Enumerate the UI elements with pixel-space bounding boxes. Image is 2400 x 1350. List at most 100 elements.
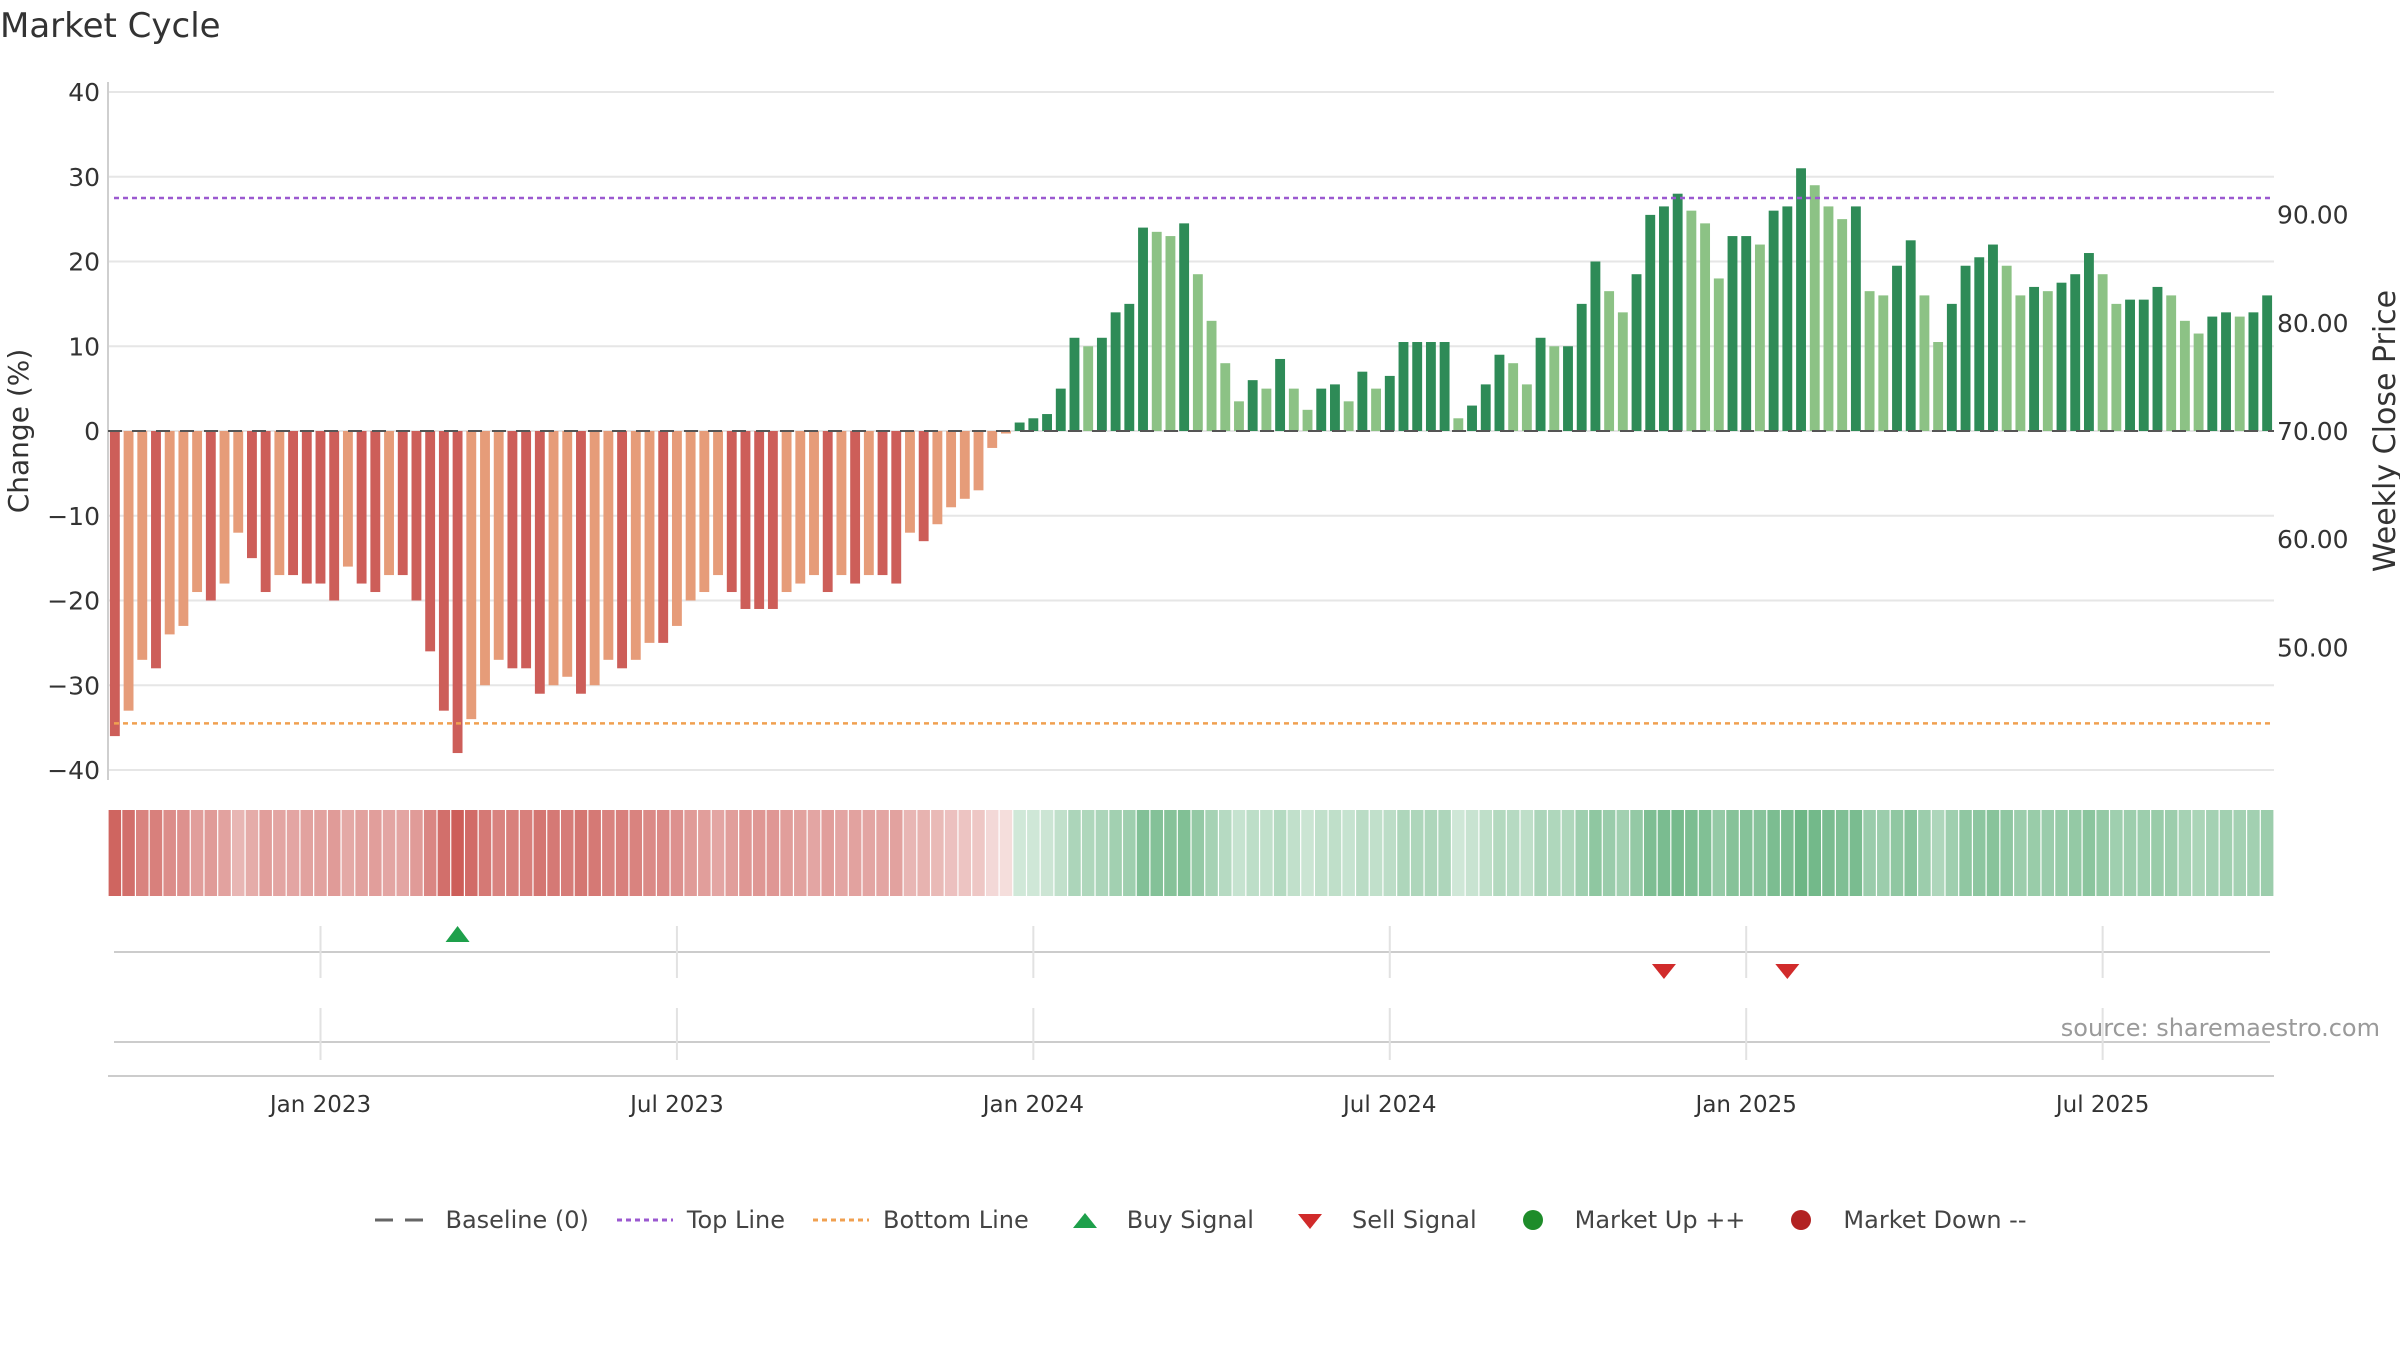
bar bbox=[1549, 346, 1560, 431]
legend-label: Market Up ++ bbox=[1574, 1206, 1746, 1234]
bar bbox=[671, 431, 682, 626]
bar bbox=[2015, 295, 2026, 431]
bar bbox=[1083, 346, 1094, 431]
heat-cell bbox=[1424, 810, 1438, 896]
y-tick-label: −40 bbox=[47, 756, 100, 785]
heat-cell bbox=[985, 810, 999, 896]
heat-cell bbox=[1657, 810, 1671, 896]
bar bbox=[1028, 418, 1039, 431]
bar bbox=[2248, 312, 2259, 431]
bar bbox=[603, 431, 614, 660]
bar bbox=[685, 431, 696, 601]
legend-item[interactable]: Bottom Line bbox=[811, 1206, 1029, 1234]
heat-cell bbox=[1739, 810, 1753, 896]
bar bbox=[315, 431, 326, 584]
bar bbox=[822, 431, 833, 593]
heat-cell bbox=[245, 810, 259, 896]
bar bbox=[1892, 265, 1902, 431]
heat-cell bbox=[1904, 810, 1917, 896]
bar bbox=[781, 431, 792, 593]
heat-cell bbox=[396, 810, 409, 896]
heat-cell bbox=[1986, 810, 2000, 896]
heat-cell bbox=[2206, 810, 2219, 896]
legend-label: Top Line bbox=[686, 1206, 786, 1234]
heat-cell bbox=[1548, 810, 1561, 896]
heat-cell bbox=[890, 810, 903, 896]
heat-cell bbox=[2123, 810, 2137, 896]
bar bbox=[534, 431, 545, 694]
legend-label: Baseline (0) bbox=[445, 1206, 589, 1234]
heat-cell bbox=[1959, 810, 1972, 896]
heat-cell bbox=[560, 810, 574, 896]
heat-cell bbox=[903, 810, 917, 896]
heat-cell bbox=[369, 810, 382, 896]
x-tick-label: Jan 2025 bbox=[1694, 1092, 1797, 1118]
bar bbox=[863, 431, 874, 576]
heat-cell bbox=[1863, 810, 1876, 896]
bar bbox=[1412, 342, 1423, 431]
bar bbox=[740, 431, 751, 609]
bar bbox=[1234, 401, 1244, 431]
heat-cell bbox=[1726, 810, 1739, 896]
heat-cell bbox=[917, 810, 930, 896]
bar bbox=[151, 431, 161, 669]
heat-cell bbox=[1287, 810, 1301, 896]
legend-item[interactable]: Baseline (0) bbox=[373, 1206, 589, 1234]
heat-cell bbox=[2137, 810, 2151, 896]
legend-item[interactable]: Market Down -- bbox=[1771, 1206, 2027, 1234]
heat-cell bbox=[1027, 810, 1040, 896]
y2-tick-label: 50.00 bbox=[2277, 633, 2349, 662]
bar bbox=[411, 431, 422, 601]
bar bbox=[1439, 342, 1450, 431]
y-tick-label: 10 bbox=[68, 332, 100, 361]
heat-cell bbox=[218, 810, 231, 896]
bar bbox=[1151, 231, 1162, 431]
heat-cell bbox=[1931, 810, 1945, 896]
bar bbox=[1343, 401, 1354, 431]
bar bbox=[397, 431, 408, 576]
bar bbox=[987, 431, 998, 448]
bar bbox=[1000, 431, 1011, 434]
heat-cell bbox=[588, 810, 601, 896]
legend-item[interactable]: Top Line bbox=[615, 1206, 785, 1234]
bar bbox=[2111, 303, 2122, 431]
bar bbox=[288, 431, 299, 576]
heat-cell bbox=[1616, 810, 1630, 896]
bar bbox=[1096, 337, 1107, 431]
heat-cell bbox=[684, 810, 697, 896]
bar bbox=[384, 431, 394, 576]
legend-item[interactable]: Buy Signal bbox=[1055, 1206, 1254, 1234]
heat-cell bbox=[794, 810, 807, 896]
y-tick-label: 20 bbox=[68, 248, 100, 277]
heat-cell bbox=[2110, 810, 2123, 896]
heat-cell bbox=[547, 810, 560, 896]
heat-cell bbox=[1506, 810, 1520, 896]
bar bbox=[2166, 295, 2177, 431]
bar bbox=[1741, 236, 1752, 431]
bar bbox=[1535, 337, 1546, 431]
bar bbox=[1384, 375, 1395, 431]
bar bbox=[1974, 257, 1985, 431]
bar bbox=[1563, 346, 1573, 431]
chart-title: Market Cycle bbox=[0, 6, 221, 46]
heat-cell bbox=[149, 810, 163, 896]
bar bbox=[2042, 291, 2053, 431]
bar bbox=[1686, 210, 1697, 431]
bar bbox=[2029, 286, 2040, 431]
bar bbox=[493, 431, 504, 660]
bar bbox=[2193, 333, 2204, 431]
legend-item[interactable]: Sell Signal bbox=[1280, 1206, 1477, 1234]
heat-cell bbox=[1328, 810, 1342, 896]
bar bbox=[1247, 380, 1258, 431]
legend-item[interactable]: Market Up ++ bbox=[1503, 1206, 1746, 1234]
bar bbox=[1659, 206, 1669, 431]
heat-cell bbox=[1109, 810, 1122, 896]
bar bbox=[959, 431, 970, 499]
bar bbox=[2097, 274, 2108, 431]
bar bbox=[1453, 418, 1464, 431]
heat-cell bbox=[2219, 810, 2233, 896]
heat-cell bbox=[848, 810, 862, 896]
heat-cell bbox=[177, 810, 190, 896]
bar bbox=[1700, 223, 1711, 431]
heat-cell bbox=[656, 810, 670, 896]
